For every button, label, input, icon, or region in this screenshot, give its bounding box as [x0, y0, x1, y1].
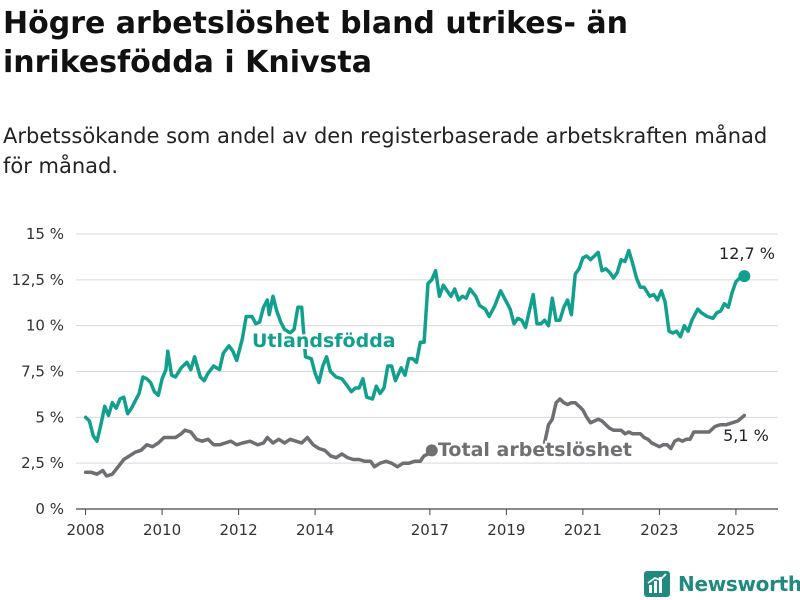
x-tick-label: 2017: [411, 521, 449, 539]
y-tick-label: 12,5 %: [12, 271, 64, 289]
series-lines: [83, 248, 751, 478]
series-labels: Utlandsfödda Total arbetslöshet 12,7 % 5,1 …: [250, 244, 775, 463]
x-tick-label: 2014: [296, 521, 334, 539]
y-tick-label: 10 %: [26, 317, 64, 335]
series-end-point: [425, 444, 438, 457]
x-tick-label: 2010: [143, 521, 181, 539]
newsworthy-logo-icon: [644, 571, 670, 597]
x-tick-label: 2021: [564, 521, 602, 539]
chart-title: Högre arbetslöshet bland utrikes- än inr…: [3, 6, 628, 80]
x-tick-label: 2012: [219, 521, 257, 539]
gridlines: [76, 233, 778, 510]
newsworthy-brand[interactable]: Newsworthy: [644, 570, 800, 598]
y-axis-ticks: 0 % 2,5 % 5 % 7,5 % 10 % 12,5 % 15 %: [12, 225, 64, 518]
x-tick-label: 2023: [640, 521, 678, 539]
end-value-total: 5,1 %: [723, 426, 769, 445]
x-tick-label: 2025: [717, 521, 755, 539]
brand-name: Newsworthy: [678, 572, 800, 596]
series-end-point: [738, 270, 751, 283]
x-tick-label: 2019: [487, 521, 525, 539]
y-tick-label: 0 %: [35, 500, 64, 518]
y-tick-label: 7,5 %: [21, 363, 64, 381]
series-line: [542, 397, 747, 451]
series-line: [83, 428, 434, 478]
x-tick-label: 2008: [66, 521, 104, 539]
series-line: [83, 248, 747, 443]
y-tick-label: 15 %: [26, 225, 64, 243]
y-tick-label: 2,5 %: [21, 454, 64, 472]
series-label-utlandsfodda: Utlandsfödda: [252, 330, 396, 352]
x-axis-ticks: 2008 2010 2012 2014 2017 2019 2021 2023 2025: [66, 509, 755, 539]
chart-subtitle: Arbetssökande som andel av den registerb…: [3, 124, 768, 178]
series-label-total: Total arbetslöshet: [438, 439, 632, 461]
y-tick-label: 5 %: [35, 408, 64, 426]
end-value-utlandsfodda: 12,7 %: [719, 244, 775, 263]
